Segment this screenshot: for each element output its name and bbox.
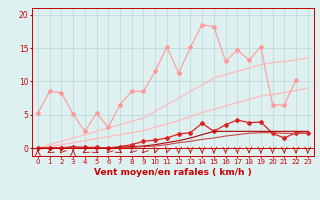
- X-axis label: Vent moyen/en rafales ( km/h ): Vent moyen/en rafales ( km/h ): [94, 168, 252, 177]
